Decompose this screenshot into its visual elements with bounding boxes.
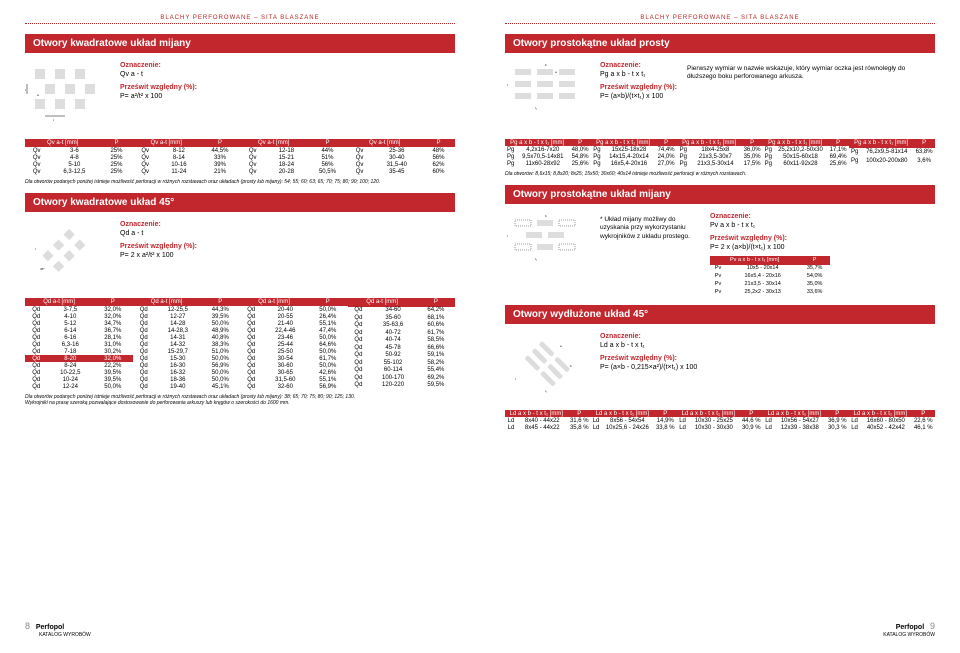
svg-text:t: t (507, 83, 508, 87)
sec5-desc: Oznaczenie: Ld a x b - t x t₁ Prześwit w… (600, 332, 697, 402)
footer-left: 8 Perfopol KATALOG WYROBÓW (25, 621, 91, 638)
svg-text:t₁: t₁ (535, 257, 537, 261)
header: BLACHY PERFOROWANE – SITA BLASZANE (25, 15, 455, 24)
pv-diagram: b t t₁ (505, 212, 590, 282)
svg-text:t: t (515, 377, 516, 381)
svg-text:b: b (570, 364, 572, 368)
ld-diagram: a b t t₁ (505, 332, 590, 402)
svg-text:b: b (545, 214, 547, 218)
sec5-title: Otwory wydłużone układ 45° (505, 305, 935, 324)
svg-text:t: t (53, 118, 54, 122)
qv-diagram: t t a (25, 61, 110, 131)
sec2-title: Otwory kwadratowe układ 45° (25, 193, 455, 212)
sec3-body: b a t t₁ Oznaczenie: Pg a x b - t x t₁ Prz… (505, 61, 935, 131)
sec2-desc: Oznaczenie: Qd a - t Prześwit względny (… (120, 220, 197, 290)
svg-text:a: a (560, 344, 562, 348)
footer-right: Perfopol 9 KATALOG WYROBÓW (883, 621, 935, 638)
svg-text:t₁: t₁ (535, 106, 537, 110)
qv-table: Qv a-t [mm]PQv3-625%Qv4-825%Qv5-1025%Qv6… (25, 139, 455, 175)
header-r: BLACHY PERFOROWANE – SITA BLASZANE (505, 15, 935, 24)
svg-text:a: a (555, 70, 557, 74)
sec3-info: Pierwszy wymiar w nazwie wskazuje, który… (687, 65, 935, 131)
sec1-title: Otwory kwadratowe układ mijany (25, 34, 455, 53)
sec4-desc: Oznaczenie: Pv a x b - t x t₁ Prześwit w… (710, 212, 830, 297)
left-page: BLACHY PERFOROWANE – SITA BLASZANE Otwor… (0, 0, 480, 653)
sec2-body: 45° t Oznaczenie: Qd a - t Prześwit wzglę… (25, 220, 455, 290)
svg-text:45°: 45° (40, 267, 45, 271)
svg-text:t: t (25, 88, 26, 92)
sec3-desc: Oznaczenie: Pg a x b - t x t₁ Prześwit w… (600, 61, 677, 131)
sec1-desc: Oznaczenie: Qv a - t Prześwit względny (… (120, 61, 197, 131)
sec3-title: Otwory prostokątne układ prosty (505, 34, 935, 53)
svg-text:t: t (507, 234, 508, 238)
pg-diagram: b a t t₁ (505, 61, 590, 131)
qd-note: Dla otworów podanych poniżej istnieje mo… (25, 394, 455, 406)
pg-note: Dla otworów: 8,6x15; 8,8x20; 8x25; 15x50… (505, 171, 935, 177)
qv-note: Dla otworów podanych poniżej istnieje mo… (25, 179, 455, 185)
pg-table: Pg a x b - t x t₁ [mm]PPg4,2x16-7x2048,0… (505, 139, 935, 167)
svg-text:t₁: t₁ (545, 389, 547, 393)
qd-table: Qd a-t [mm]PQd3-7,532,0%Qd4-1032,0%Qd5-1… (25, 298, 455, 390)
ld-table: Ld a x b - t x t₁ [mm]PLd8x40 - 44x2231,… (505, 410, 935, 431)
sec4-title: Otwory prostokątne układ mijany (505, 185, 935, 204)
sec5-body: a b t t₁ Oznaczenie: Ld a x b - t x t₁ Prz… (505, 332, 935, 402)
right-page: BLACHY PERFOROWANE – SITA BLASZANE Otwor… (480, 0, 960, 653)
sec1-body: t t a Oznaczenie: Qv a - t Prześwit wzgl… (25, 61, 455, 131)
svg-text:a: a (37, 93, 39, 97)
pv-table: Pv a x b - t x t₁ [mm]PPv10x5 - 20x1435,… (710, 256, 830, 297)
sec4-info: * Układ mijany możliwy do uzyskania przy… (600, 216, 700, 297)
qd-diagram: 45° t (25, 220, 110, 290)
svg-text:t: t (35, 247, 36, 251)
sec4-body: b t t₁ * Układ mijany możliwy do uzyskania… (505, 212, 935, 297)
svg-text:b: b (545, 63, 547, 67)
